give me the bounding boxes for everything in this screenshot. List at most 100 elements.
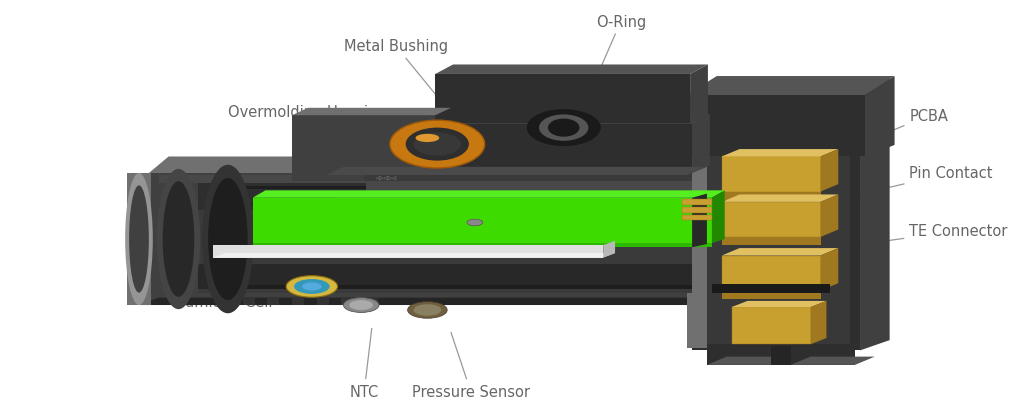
- Ellipse shape: [202, 165, 254, 313]
- Polygon shape: [416, 115, 710, 124]
- Polygon shape: [253, 198, 712, 244]
- Text: PTFE Filter: PTFE Filter: [194, 158, 442, 200]
- Polygon shape: [820, 150, 839, 192]
- Text: TE Connector: TE Connector: [813, 224, 1008, 252]
- Polygon shape: [692, 79, 890, 100]
- Circle shape: [343, 298, 379, 313]
- Text: Pressure Sensor: Pressure Sensor: [412, 332, 529, 399]
- Polygon shape: [722, 249, 839, 256]
- Ellipse shape: [163, 182, 195, 297]
- Polygon shape: [199, 264, 692, 289]
- Polygon shape: [702, 108, 850, 344]
- Polygon shape: [435, 65, 708, 75]
- Polygon shape: [416, 124, 692, 173]
- Ellipse shape: [390, 121, 484, 169]
- Polygon shape: [267, 297, 280, 305]
- Text: Metal Bushing: Metal Bushing: [344, 39, 471, 138]
- Text: Overmolding Housing: Overmolding Housing: [228, 104, 423, 164]
- Ellipse shape: [157, 169, 201, 309]
- Circle shape: [302, 282, 322, 291]
- Polygon shape: [337, 192, 692, 202]
- Circle shape: [294, 279, 330, 294]
- Polygon shape: [820, 249, 839, 291]
- Polygon shape: [692, 100, 860, 351]
- Ellipse shape: [406, 128, 469, 161]
- Polygon shape: [253, 191, 725, 198]
- Ellipse shape: [539, 115, 589, 142]
- Ellipse shape: [526, 109, 601, 147]
- Polygon shape: [365, 173, 692, 182]
- Polygon shape: [228, 285, 692, 289]
- Polygon shape: [722, 192, 820, 200]
- Polygon shape: [791, 347, 855, 365]
- Polygon shape: [865, 77, 895, 157]
- Ellipse shape: [414, 133, 461, 156]
- Polygon shape: [722, 157, 820, 192]
- Polygon shape: [682, 215, 712, 221]
- Polygon shape: [1, 1, 988, 412]
- Polygon shape: [199, 184, 692, 211]
- Polygon shape: [682, 207, 712, 213]
- Circle shape: [467, 220, 482, 226]
- Polygon shape: [687, 95, 865, 157]
- Polygon shape: [692, 194, 707, 248]
- Text: NTC: NTC: [349, 329, 379, 399]
- Polygon shape: [692, 115, 710, 173]
- Polygon shape: [603, 241, 615, 258]
- Text: Case: Case: [194, 203, 378, 220]
- Polygon shape: [292, 109, 452, 116]
- Polygon shape: [253, 244, 712, 248]
- Polygon shape: [820, 195, 839, 237]
- Polygon shape: [127, 173, 151, 305]
- Polygon shape: [367, 297, 378, 305]
- Ellipse shape: [125, 173, 153, 305]
- Polygon shape: [367, 182, 692, 192]
- Polygon shape: [707, 357, 791, 365]
- Polygon shape: [327, 167, 703, 176]
- Circle shape: [286, 276, 338, 297]
- Polygon shape: [722, 195, 839, 202]
- Text: O-Ring: O-Ring: [585, 14, 646, 105]
- Polygon shape: [213, 254, 615, 258]
- Polygon shape: [316, 297, 329, 305]
- Text: Heater: Heater: [180, 248, 344, 263]
- Ellipse shape: [416, 135, 439, 143]
- Ellipse shape: [548, 119, 580, 138]
- Text: Humidity Cell: Humidity Cell: [173, 290, 314, 309]
- Polygon shape: [435, 75, 690, 124]
- Polygon shape: [139, 173, 692, 305]
- Text: Pin Contact: Pin Contact: [794, 166, 993, 210]
- Polygon shape: [712, 191, 725, 244]
- Polygon shape: [707, 347, 771, 365]
- Polygon shape: [860, 79, 890, 351]
- Polygon shape: [712, 285, 830, 293]
- Polygon shape: [771, 347, 791, 365]
- Polygon shape: [159, 176, 692, 184]
- Polygon shape: [218, 297, 229, 305]
- Text: PCBA: PCBA: [783, 109, 948, 177]
- Polygon shape: [791, 357, 874, 365]
- Circle shape: [408, 302, 447, 318]
- Polygon shape: [376, 169, 692, 182]
- Polygon shape: [243, 297, 255, 305]
- Polygon shape: [722, 150, 839, 157]
- Polygon shape: [722, 237, 820, 246]
- Text: ◁▷◁▷◁: ◁▷◁▷◁: [375, 176, 396, 181]
- Polygon shape: [228, 273, 692, 276]
- Polygon shape: [722, 291, 820, 299]
- Polygon shape: [341, 297, 353, 305]
- Ellipse shape: [129, 186, 148, 293]
- Circle shape: [349, 300, 373, 310]
- Polygon shape: [687, 100, 707, 349]
- Polygon shape: [213, 246, 603, 258]
- Polygon shape: [228, 187, 692, 190]
- Polygon shape: [722, 256, 820, 291]
- Polygon shape: [228, 203, 692, 206]
- Polygon shape: [731, 301, 826, 307]
- Polygon shape: [148, 157, 712, 173]
- Polygon shape: [139, 298, 712, 305]
- Polygon shape: [731, 307, 811, 344]
- Polygon shape: [690, 65, 708, 124]
- Polygon shape: [722, 202, 820, 237]
- Polygon shape: [292, 116, 435, 182]
